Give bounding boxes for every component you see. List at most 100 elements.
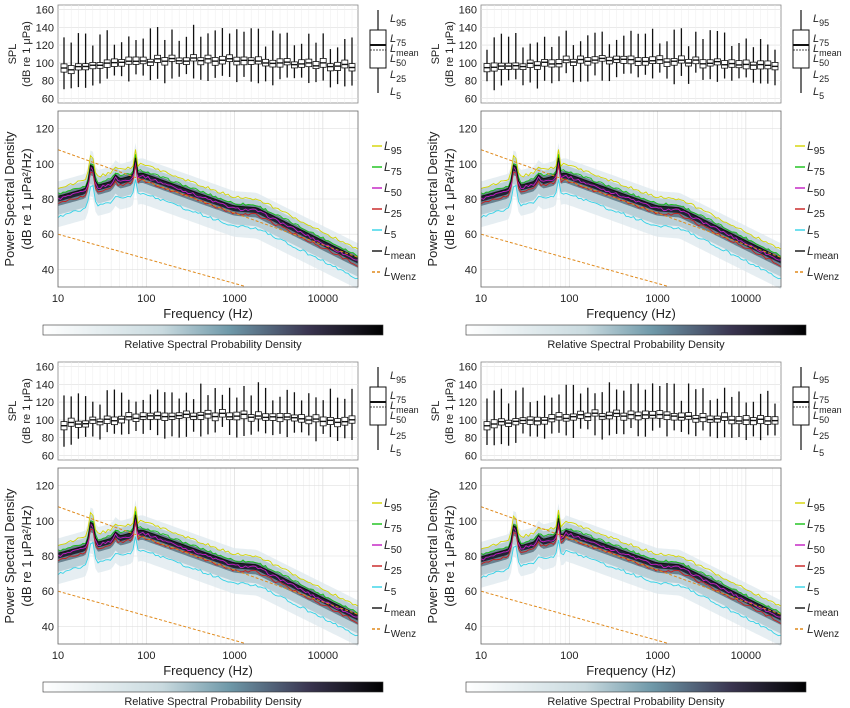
boxplot-legend-L5: L5 xyxy=(813,443,824,458)
psd-line-L95 xyxy=(480,149,782,250)
psd-ylabel-unit: (dB re 1 μPa²/Hz) xyxy=(19,505,34,606)
boxplot-box xyxy=(735,416,743,425)
boxplot-ytick-label: 120 xyxy=(459,397,477,409)
psd-ytick-label: 120 xyxy=(36,481,54,493)
boxplot-ytick-label: 60 xyxy=(465,94,477,106)
psd-line-L50 xyxy=(57,517,359,618)
psd-legend-label-Lmean: Lmean xyxy=(807,601,839,619)
colorbar-label: Relative Spectral Probability Density xyxy=(124,696,302,708)
psd-line-L5 xyxy=(480,539,782,637)
psd-axes-frame xyxy=(480,467,782,645)
boxplot-legend-L95: L95 xyxy=(390,370,406,385)
boxplot-ytick-label: 160 xyxy=(459,361,477,373)
boxplot-ylabel: SPL xyxy=(430,44,442,65)
boxplot-ytick-label: 160 xyxy=(36,4,54,16)
boxplot-ylabel-unit: (dB re 1 μPa) xyxy=(444,378,456,444)
psd-line-L25 xyxy=(480,524,782,624)
psd-legend-label-L75: L75 xyxy=(807,517,825,535)
boxplot-legend-box xyxy=(792,386,810,426)
psd-xtick-label: 1000 xyxy=(222,650,246,662)
boxplot-ylabel: SPL xyxy=(7,401,19,422)
boxplot-ytick-label: 140 xyxy=(459,22,477,34)
psd-line-L95 xyxy=(480,509,782,607)
psd-xtick-label: 10 xyxy=(475,650,487,662)
psd-legend-label-L95: L95 xyxy=(807,139,825,157)
boxplot-legend-L5: L5 xyxy=(390,86,401,101)
psd-legend-label-L50: L50 xyxy=(384,538,402,556)
psd-legend-label-L50: L50 xyxy=(807,538,825,556)
psd-ytick-label: 60 xyxy=(465,229,477,241)
psd-ytick-label: 80 xyxy=(42,551,54,563)
boxplot-ytick-label: 100 xyxy=(459,58,477,70)
psd-ylabel-unit: (dB re 1 μPa²/Hz) xyxy=(442,148,457,249)
psd-legend-label-Lmean: Lmean xyxy=(384,601,416,619)
boxplot-box xyxy=(735,60,743,69)
psd-legend-label-L75: L75 xyxy=(384,517,402,535)
boxplot-legend-L75: L75 xyxy=(813,33,829,48)
psd-legend-label-L25: L25 xyxy=(384,559,402,577)
psd-line-L95 xyxy=(57,506,359,607)
psd-line-wenz-upper xyxy=(480,149,782,258)
psd-line-L5 xyxy=(57,536,359,637)
psd-line-wenz-upper xyxy=(57,149,359,258)
boxplot-ylabel: SPL xyxy=(7,44,19,65)
boxplot-legend-L95: L95 xyxy=(813,370,829,385)
boxplot-legend-box xyxy=(369,29,387,69)
colorbar-label: Relative Spectral Probability Density xyxy=(547,339,725,351)
colorbar xyxy=(42,681,384,693)
psd-line-wenz-upper xyxy=(480,506,782,615)
psd-xtick-label: 100 xyxy=(560,293,578,305)
boxplot-ytick-label: 60 xyxy=(42,451,54,463)
psd-axes-frame xyxy=(57,110,359,288)
boxplot-legend-L50: L50 xyxy=(813,53,829,68)
psd-legend-label-LWenz: LWenz xyxy=(384,265,416,283)
boxplot-legend-Lmean: Lmean xyxy=(390,43,419,58)
psd-line-L75 xyxy=(57,511,359,615)
psd-xtick-label: 10 xyxy=(52,650,64,662)
boxplot-legend-L75: L75 xyxy=(390,33,406,48)
psd-xtick-label: 10 xyxy=(475,293,487,305)
psd-legend-label-L95: L95 xyxy=(807,496,825,514)
psd-legend-label-Lmean: Lmean xyxy=(384,244,416,262)
psd-xlabel: Frequency (Hz) xyxy=(163,306,253,321)
psd-xtick-label: 1000 xyxy=(222,293,246,305)
colorbar xyxy=(465,324,807,336)
psd-xtick-label: 10000 xyxy=(308,293,339,305)
psd-line-L75 xyxy=(480,154,782,258)
boxplot-ytick-label: 80 xyxy=(42,433,54,445)
psd-line-Lmean xyxy=(57,157,359,259)
psd-line-L5 xyxy=(57,179,359,280)
boxplot-ylabel-unit: (dB re 1 μPa) xyxy=(444,21,456,87)
psd-line-L50 xyxy=(57,160,359,261)
psd-legend-label-L95: L95 xyxy=(384,139,402,157)
boxplot-ytick-label: 120 xyxy=(36,397,54,409)
boxplot-ytick-label: 80 xyxy=(465,76,477,88)
psd-xtick-label: 100 xyxy=(137,293,155,305)
psd-legend-label-L5: L5 xyxy=(384,223,397,241)
boxplot-legend-L25: L25 xyxy=(813,426,829,441)
boxplot-legend-L25: L25 xyxy=(813,69,829,84)
psd-ytick-label: 100 xyxy=(36,159,54,171)
psd-ytick-label: 40 xyxy=(465,264,477,276)
psd-line-wenz-upper xyxy=(57,506,359,615)
psd-xtick-label: 1000 xyxy=(645,650,669,662)
psd-ytick-label: 120 xyxy=(459,481,477,493)
psd-ytick-label: 80 xyxy=(465,194,477,206)
colorbar-label: Relative Spectral Probability Density xyxy=(124,339,302,351)
psd-ytick-label: 100 xyxy=(459,159,477,171)
psd-line-L25 xyxy=(57,164,359,267)
boxplot-legend-L25: L25 xyxy=(390,69,406,84)
psd-line-L50 xyxy=(480,520,782,618)
boxplot-legend-L95: L95 xyxy=(813,13,829,28)
psd-line-L25 xyxy=(480,164,782,267)
psd-legend-label-L75: L75 xyxy=(807,160,825,178)
boxplot-ytick-label: 100 xyxy=(459,415,477,427)
boxplot-ytick-label: 140 xyxy=(459,379,477,391)
boxplot-ytick-label: 100 xyxy=(36,415,54,427)
psd-ylabel: Power Spectral Density xyxy=(2,488,17,624)
psd-legend-label-LWenz: LWenz xyxy=(384,622,416,640)
psd-ytick-label: 40 xyxy=(465,621,477,633)
boxplot-ylabel-unit: (dB re 1 μPa) xyxy=(21,21,33,87)
boxplot-ytick-label: 120 xyxy=(459,40,477,52)
